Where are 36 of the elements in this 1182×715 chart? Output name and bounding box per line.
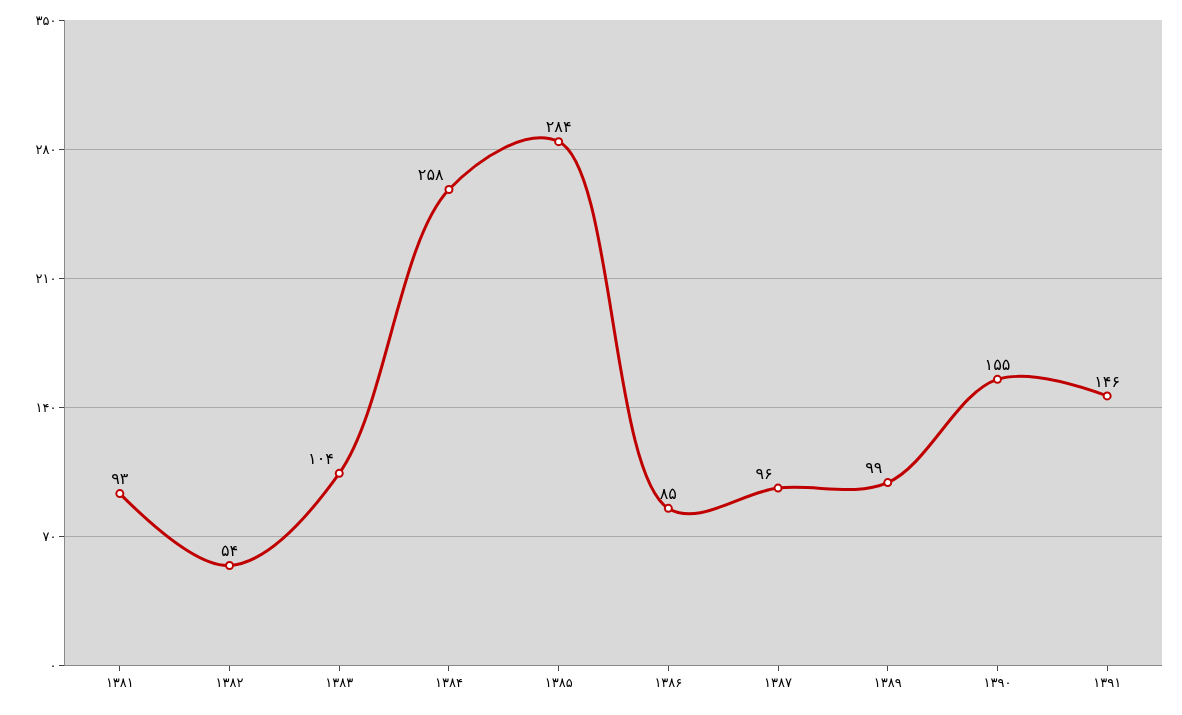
data-label: ۸۵ xyxy=(659,483,677,503)
point xyxy=(115,489,125,499)
data-label: ۹۶ xyxy=(755,463,773,483)
x-tick-label: ۱۳۸۹ xyxy=(873,674,902,690)
x-tick-label: ۱۳۸۳ xyxy=(325,674,354,690)
data-label: ۲۸۴ xyxy=(545,117,572,137)
y-tick-label: ۲۸۰ xyxy=(35,141,57,157)
data-label: ۱۰۴ xyxy=(308,448,334,468)
x-tick-label: ۱۳۹۰ xyxy=(983,674,1012,690)
data-label: ۲۵۸ xyxy=(417,165,444,185)
point xyxy=(992,374,1002,384)
point xyxy=(225,560,235,570)
data-label: ۹۹ xyxy=(865,458,883,478)
x-tick-label: ۱۳۸۲ xyxy=(215,674,244,690)
x-tick-label: ۱۳۸۵ xyxy=(544,674,573,690)
point xyxy=(334,468,344,478)
x-tick-label: ۱۳۸۶ xyxy=(654,674,683,690)
point xyxy=(554,137,564,147)
point xyxy=(663,503,673,513)
point xyxy=(883,478,893,488)
x-tick-label: ۱۳۹۱ xyxy=(1093,674,1122,690)
point xyxy=(773,483,783,493)
y-tick-label: ۰ xyxy=(49,657,57,673)
point xyxy=(1102,391,1112,401)
x-tick-label: ۱۳۸۷ xyxy=(764,674,793,690)
y-tick-label: ۳۵۰ xyxy=(35,12,57,28)
data-label: ۱۴۶ xyxy=(1094,371,1121,391)
y-tick-label: ۲۱۰ xyxy=(35,270,57,286)
x-tick-label: ۱۳۸۴ xyxy=(434,674,463,690)
data-label: ۱۵۵ xyxy=(984,354,1011,374)
data-label: ۹۳ xyxy=(111,469,129,489)
y-tick-label: ۱۴۰ xyxy=(35,399,57,415)
y-tick-label: ۷۰ xyxy=(42,528,57,544)
x-tick-label: ۱۳۸۱ xyxy=(105,674,134,690)
data-label: ۵۴ xyxy=(220,541,239,561)
point xyxy=(444,185,454,195)
